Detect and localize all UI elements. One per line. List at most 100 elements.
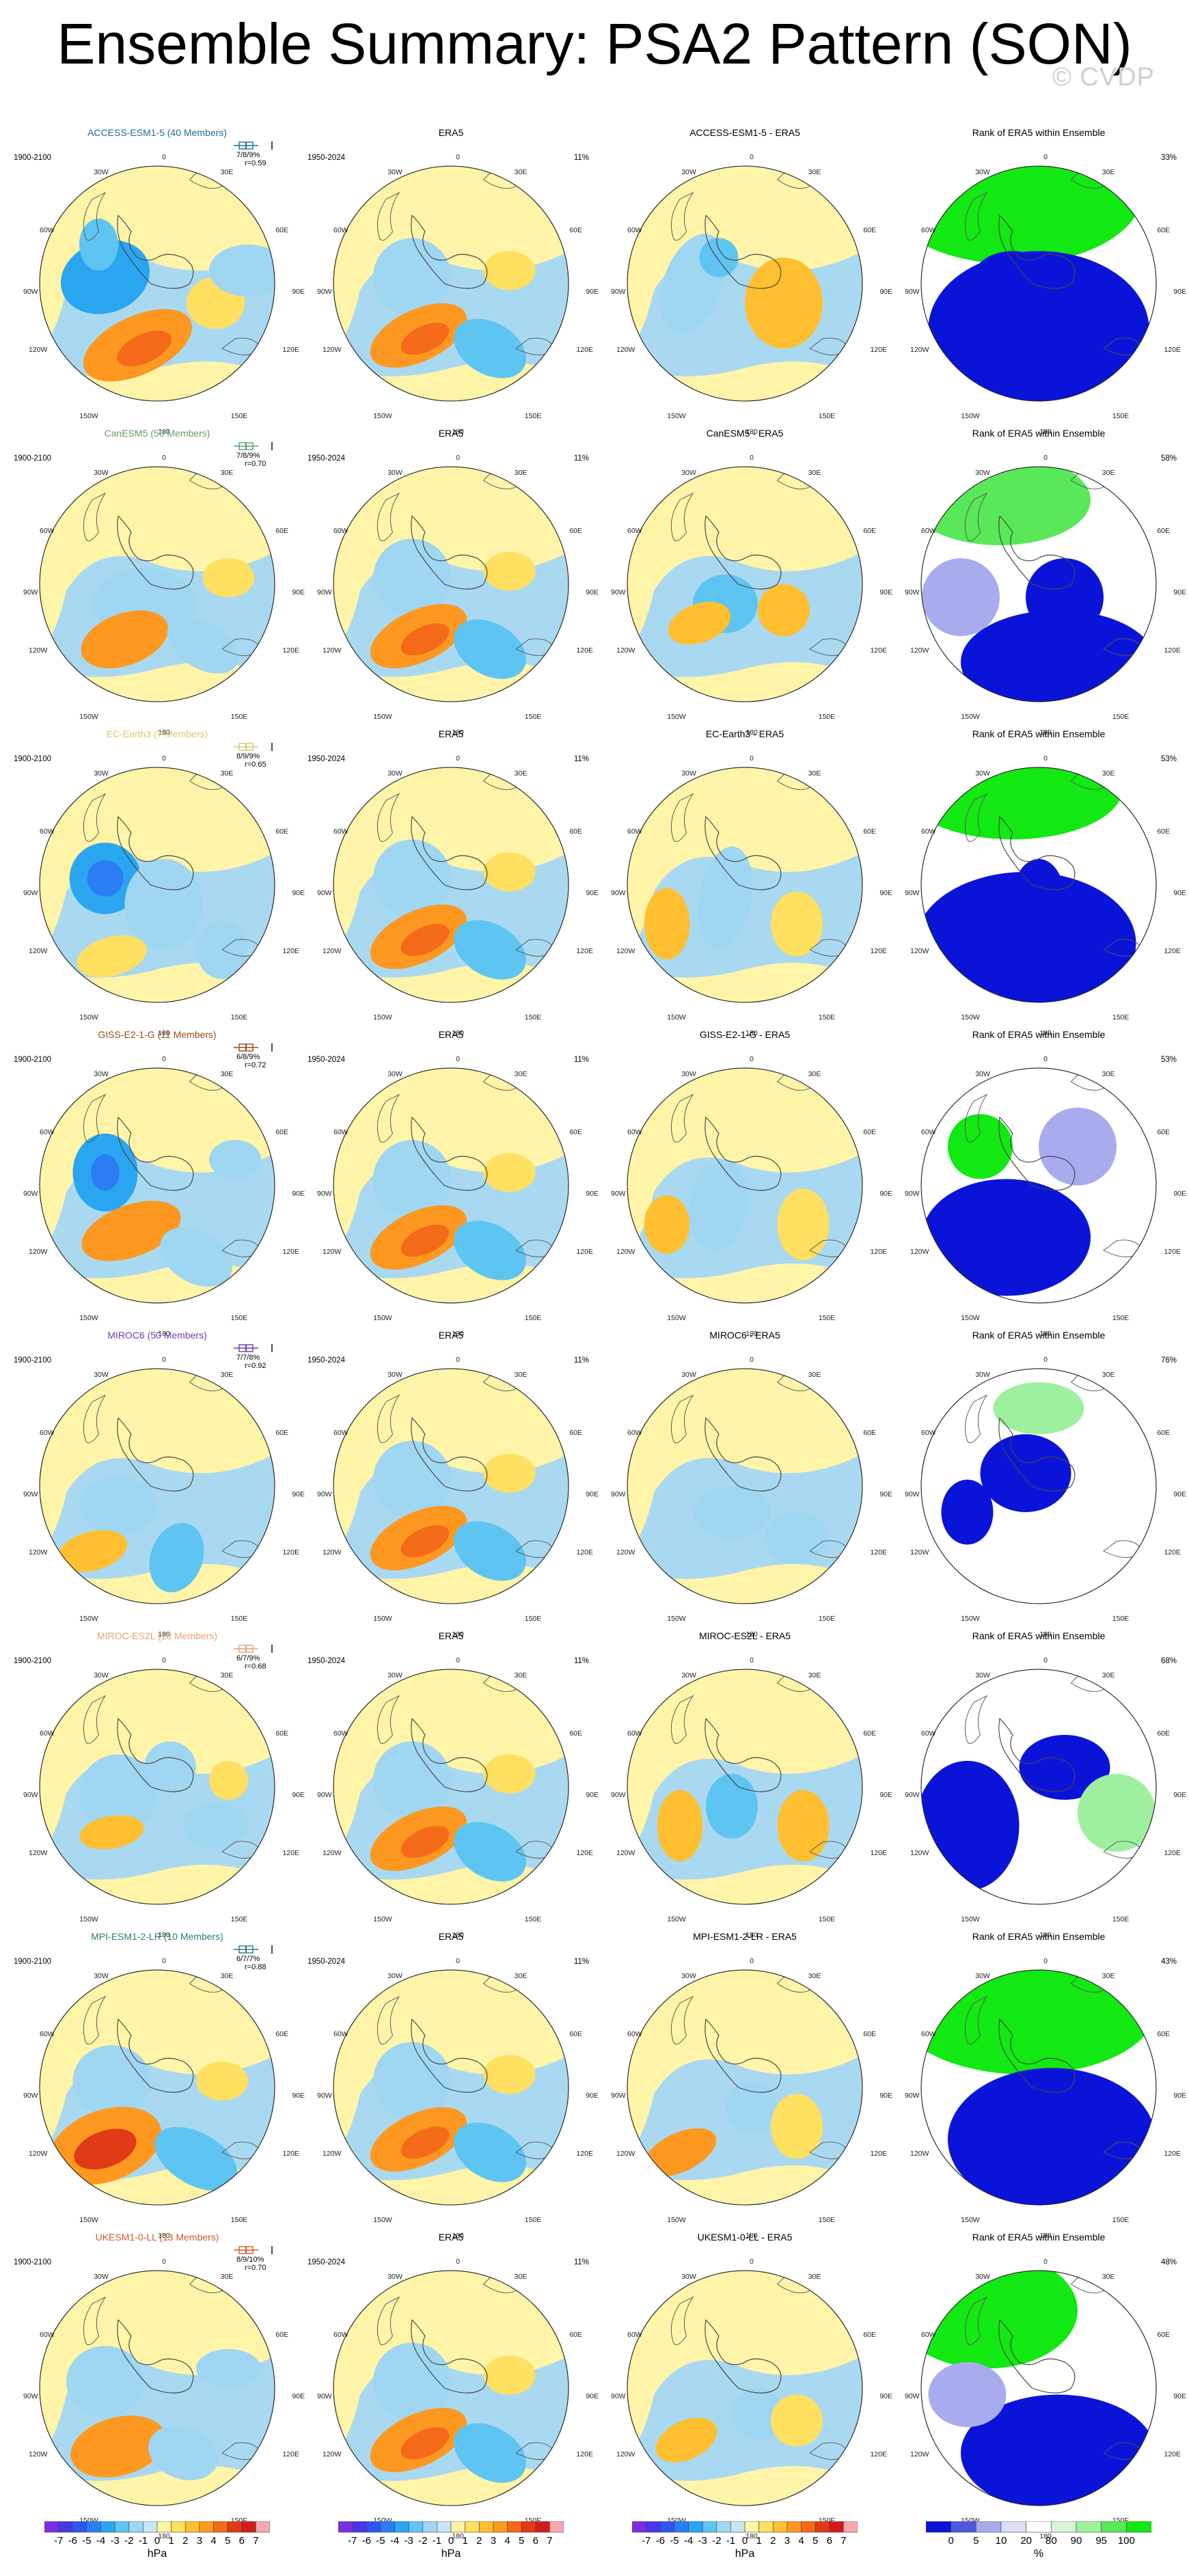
era5-title: ERA5 <box>438 1630 464 1641</box>
ensemble-boxplot <box>234 141 273 150</box>
variance-pct: 11% <box>573 1958 589 1966</box>
rank-pct: 53% <box>1160 1056 1177 1064</box>
colorbar-tick-label: -7 <box>642 2535 651 2547</box>
polar-map <box>920 1669 1157 1905</box>
map-field <box>627 1669 862 1904</box>
colorbar-tick-label: -7 <box>54 2535 63 2547</box>
antarctica-coastline <box>705 515 782 590</box>
panel-era5: ERA5 1950-2024 11% 0 180 30W 30E 60W 60E 90W 90E 12… <box>308 728 599 1037</box>
anomaly-contour <box>698 846 753 950</box>
era5-title: ERA5 <box>438 1330 464 1341</box>
ensemble-pct: 6/7/9% <box>236 1654 260 1662</box>
polar-map <box>920 767 1157 1003</box>
panel-era5: ERA5 1950-2024 11% 0 180 30W 30E 60W 60E 90W 90E 12… <box>308 427 599 737</box>
lon-label-right-mid: 90E <box>586 1190 599 1198</box>
rank-region <box>948 1114 1013 1179</box>
anomaly-contour <box>483 551 536 591</box>
variance-pct: 11% <box>573 154 589 162</box>
rank-pct: 68% <box>1160 1657 1177 1665</box>
colorbar-units: % <box>1034 2548 1043 2560</box>
anomaly-contour <box>644 1195 690 1254</box>
anomaly-contour <box>400 1224 450 1257</box>
ensemble-stats: 8/9/10% r=0.70 <box>231 2256 266 2272</box>
ensemble-boxplot <box>234 442 273 450</box>
lon-label-right-mid: 90E <box>292 1490 305 1498</box>
anomaly-contour <box>454 920 526 980</box>
map-field <box>40 1970 275 2205</box>
map-boundary <box>920 1067 1157 1304</box>
colorbar-tick-label: -1 <box>433 2535 441 2547</box>
panel-model-mean: MIROC-ES2L (10 Members) 1900-2100 6/7/9% r=… <box>14 1630 305 1939</box>
panel-rank: Rank of ERA5 within Ensemble 53% 0 180 30W 30… <box>895 1028 1186 1338</box>
panel-period: 1950-2024 <box>308 2258 345 2266</box>
colorbar-tick-label: -3 <box>698 2535 707 2547</box>
ensemble-boxplot <box>234 2246 273 2254</box>
lon-label-right-mid: 90E <box>292 2092 305 2100</box>
antarctica-coastline <box>117 1116 194 1191</box>
map-boundary <box>333 767 569 1003</box>
rank-region <box>921 872 1136 1002</box>
ensemble-pct: 8/9/9% <box>236 752 260 761</box>
antarctica-coastline <box>705 215 782 289</box>
lon-label-right-mid: 90E <box>292 889 305 897</box>
colorbar-bin <box>758 2521 774 2533</box>
colorbar-tick-label: 7 <box>253 2535 258 2547</box>
anomaly-contour <box>196 2349 261 2388</box>
anomaly-contour <box>483 852 536 892</box>
colorbar-tick-label: 0 <box>154 2535 160 2547</box>
lon-label-right-mid: 90E <box>1173 288 1186 296</box>
panel-era5: ERA5 1950-2024 11% 0 180 30W 30E 60W 60E 90W 90E 12… <box>308 1930 599 2240</box>
polar-map <box>920 466 1157 702</box>
rank-title: Rank of ERA5 within Ensemble <box>972 728 1106 739</box>
colorbar-bin <box>394 2521 409 2533</box>
anomaly-contour <box>87 860 124 897</box>
anomaly-contour <box>644 888 690 960</box>
rank-region <box>1078 1774 1156 1852</box>
colorbar-bin <box>465 2521 480 2533</box>
variance-pct: 11% <box>573 1356 589 1365</box>
map-boundary <box>39 1669 275 1905</box>
map-boundary <box>39 165 275 402</box>
polar-map <box>39 1368 275 1604</box>
colorbar-bin <box>143 2521 158 2533</box>
map-boundary <box>920 1669 1157 1905</box>
colorbar-bin <box>171 2521 186 2533</box>
colorbar-bin <box>787 2521 802 2533</box>
anomaly-contour <box>209 245 275 297</box>
colorbar-units: hPa <box>735 2548 755 2560</box>
colorbar-tick-label: 5 <box>519 2535 524 2547</box>
anomaly-contour <box>167 618 238 674</box>
map-field <box>627 1068 862 1303</box>
colorbar-tick-label: -4 <box>390 2535 399 2547</box>
model-title: UKESM1-0-LL (13 Members) <box>95 2232 219 2243</box>
model-title: MIROC-ES2L (10 Members) <box>96 1630 218 1641</box>
rank-pct: 43% <box>1160 1958 1177 1966</box>
map-field <box>921 166 1156 401</box>
lon-label-right-mid: 90E <box>879 1490 892 1498</box>
colorbar-bin <box>815 2521 830 2533</box>
rank-pct: 58% <box>1160 454 1177 463</box>
colorbar-tick-label: -2 <box>712 2535 721 2547</box>
colorbar-tick-label: 6 <box>533 2535 538 2547</box>
ensemble-boxplot <box>234 743 273 751</box>
panel-rank: Rank of ERA5 within Ensemble 58% 0 180 30W 30… <box>895 427 1186 737</box>
rank-region <box>980 1434 1071 1512</box>
rank-region <box>1039 1108 1117 1186</box>
rank-region <box>948 2068 1156 2205</box>
difference-title: GISS-E2-1-G - ERA5 <box>699 1029 791 1040</box>
colorbar-bin <box>549 2521 564 2533</box>
difference-title: EC-Earth3 - ERA5 <box>705 728 784 739</box>
rank-region <box>921 1761 1020 1891</box>
colorbar-swatches: -7 -6 -5 -4 -3 -2 -1 0 1 2 3 4 5 6 7 hPa <box>631 2521 858 2560</box>
ensemble-pct: 7/7/8% <box>236 1354 260 1362</box>
model-title: CanESM5 (50 Members) <box>104 428 210 439</box>
ensemble-pct: 6/8/9% <box>236 1053 260 1061</box>
colorbar-tick-label: 0 <box>948 2535 953 2547</box>
anomaly-contour <box>79 1476 157 1535</box>
lon-label-right-mid: 90E <box>1173 889 1186 897</box>
antarctica-coastline <box>998 215 1076 289</box>
colorbar-bin <box>128 2521 144 2533</box>
map-field <box>627 1970 862 2205</box>
colorbar-tick-label: 1 <box>756 2535 761 2547</box>
map-boundary <box>627 1368 863 1604</box>
